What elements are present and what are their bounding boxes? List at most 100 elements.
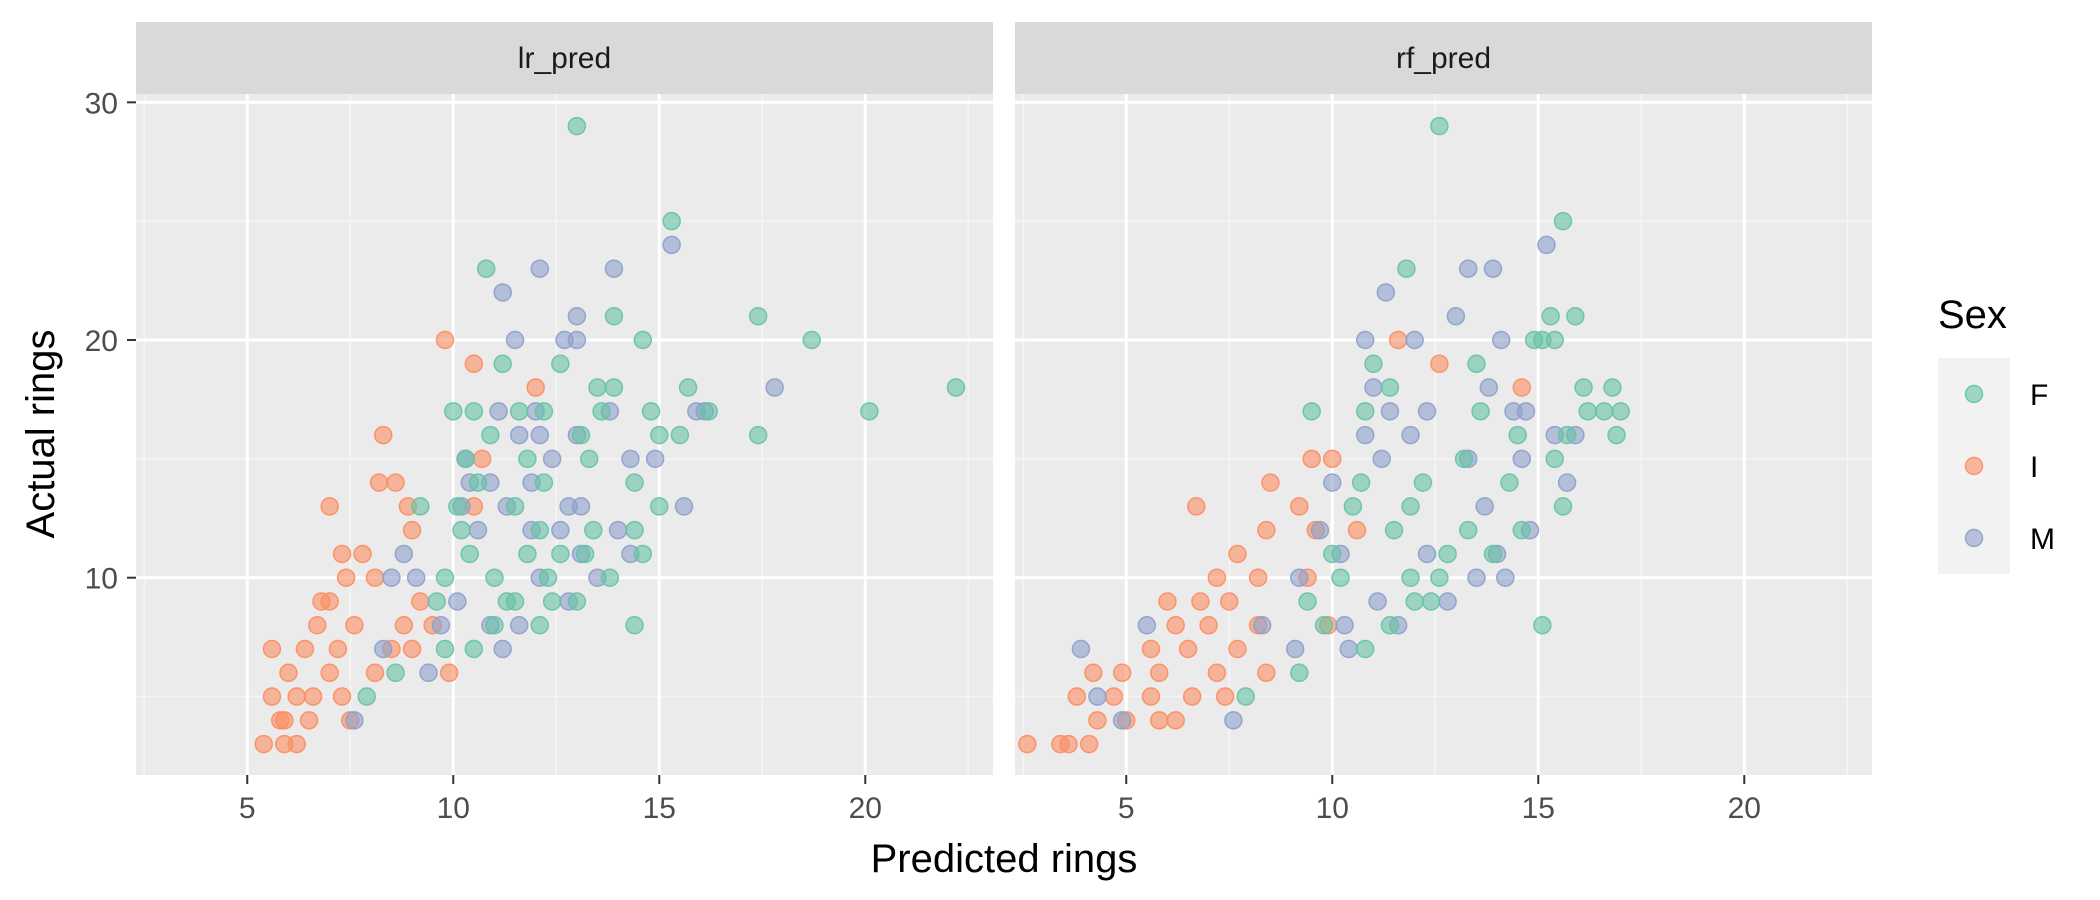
point-F bbox=[1290, 663, 1309, 683]
x-tick-label: 20 bbox=[849, 792, 882, 825]
point-I bbox=[402, 639, 422, 659]
point-F bbox=[633, 544, 653, 564]
point-F bbox=[699, 402, 718, 421]
point-F bbox=[435, 568, 455, 587]
point-I bbox=[1220, 592, 1239, 611]
point-F bbox=[509, 402, 529, 421]
point-M bbox=[406, 568, 426, 587]
point-F bbox=[530, 520, 550, 540]
legend-label-F: F bbox=[2030, 379, 2048, 412]
point-F bbox=[575, 544, 595, 564]
point-M bbox=[567, 306, 587, 326]
point-F bbox=[1594, 402, 1614, 421]
point-I bbox=[1261, 473, 1280, 492]
point-I bbox=[287, 687, 306, 706]
point-F bbox=[542, 592, 562, 611]
point-I bbox=[1158, 592, 1177, 611]
point-I bbox=[365, 663, 385, 683]
point-I bbox=[1207, 568, 1227, 587]
point-M bbox=[419, 663, 438, 683]
x-tick-label: 15 bbox=[643, 792, 676, 825]
point-F bbox=[1405, 592, 1424, 611]
point-F bbox=[748, 425, 768, 445]
point-F bbox=[748, 306, 768, 326]
x-tick-label: 5 bbox=[239, 792, 256, 825]
point-F bbox=[460, 544, 479, 564]
legend-key-F bbox=[1964, 384, 1984, 404]
point-I bbox=[1112, 663, 1132, 683]
point-M bbox=[1496, 568, 1515, 587]
point-F bbox=[600, 568, 620, 587]
point-F bbox=[1566, 306, 1585, 326]
point-I bbox=[394, 616, 414, 635]
panel-rf-pred-background bbox=[1015, 94, 1872, 775]
point-F bbox=[579, 449, 599, 469]
point-M bbox=[489, 402, 508, 421]
x-tick-label: 10 bbox=[437, 792, 470, 825]
point-F bbox=[464, 402, 484, 421]
point-F bbox=[946, 378, 966, 397]
point-F bbox=[567, 592, 587, 611]
point-F bbox=[1541, 306, 1560, 326]
point-M bbox=[674, 497, 694, 516]
point-F bbox=[1578, 402, 1597, 421]
point-M bbox=[1335, 616, 1354, 635]
point-M bbox=[1323, 473, 1342, 492]
point-F bbox=[464, 639, 484, 659]
point-I bbox=[332, 544, 352, 564]
point-M bbox=[567, 330, 587, 350]
point-F bbox=[448, 497, 467, 516]
point-I bbox=[262, 687, 282, 706]
point-I bbox=[295, 639, 315, 659]
point-I bbox=[1067, 687, 1087, 706]
point-I bbox=[386, 473, 405, 492]
point-F bbox=[625, 473, 644, 492]
point-I bbox=[1141, 687, 1161, 706]
point-F bbox=[1454, 449, 1474, 469]
x-tick-label: 15 bbox=[1522, 792, 1555, 825]
point-F bbox=[1545, 330, 1564, 350]
x-tick-label: 20 bbox=[1728, 792, 1761, 825]
legend: F I M bbox=[1964, 379, 2055, 556]
point-I bbox=[1141, 639, 1161, 659]
point-I bbox=[1088, 711, 1107, 730]
point-M bbox=[765, 378, 784, 397]
point-I bbox=[336, 568, 356, 587]
point-F bbox=[1553, 211, 1573, 231]
point-M bbox=[530, 259, 550, 278]
point-F bbox=[435, 639, 455, 659]
point-I bbox=[287, 734, 306, 754]
point-M bbox=[1405, 330, 1424, 350]
point-F bbox=[530, 616, 550, 635]
point-I bbox=[1257, 520, 1276, 540]
point-F bbox=[1302, 402, 1321, 421]
point-F bbox=[1343, 497, 1363, 516]
point-M bbox=[604, 259, 624, 278]
point-M bbox=[1376, 283, 1396, 302]
point-F bbox=[584, 520, 603, 540]
point-F bbox=[1331, 568, 1350, 587]
point-M bbox=[1401, 425, 1420, 445]
point-I bbox=[254, 734, 273, 754]
point-F bbox=[1524, 330, 1544, 350]
point-M bbox=[1372, 449, 1391, 469]
point-I bbox=[312, 592, 331, 611]
point-F bbox=[1500, 473, 1519, 492]
point-I bbox=[1347, 520, 1367, 540]
legend-label-M: M bbox=[2030, 523, 2055, 556]
point-F bbox=[1401, 568, 1420, 587]
point-F bbox=[551, 354, 570, 374]
point-I bbox=[332, 687, 352, 706]
point-M bbox=[645, 449, 665, 469]
point-F bbox=[625, 520, 644, 540]
point-I bbox=[1430, 354, 1449, 374]
point-F bbox=[444, 402, 463, 421]
point-F bbox=[1574, 378, 1593, 397]
point-M bbox=[1310, 520, 1330, 540]
point-M bbox=[1339, 639, 1358, 659]
point-M bbox=[1364, 378, 1383, 397]
legend-label-I: I bbox=[2030, 451, 2038, 484]
point-F bbox=[670, 425, 690, 445]
point-F bbox=[678, 378, 698, 397]
